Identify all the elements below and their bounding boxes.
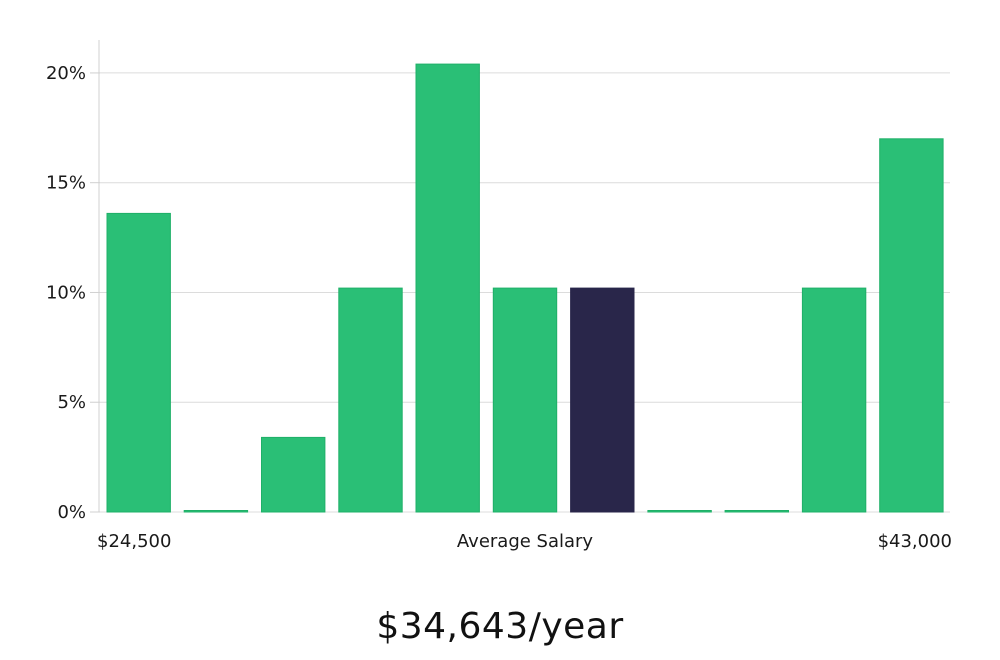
bar-10 bbox=[879, 138, 944, 513]
average-salary-value: $34,643/year bbox=[376, 606, 624, 647]
y-tick-labels: 0% 5% 10% 15% 20% bbox=[46, 63, 86, 523]
bars bbox=[106, 63, 944, 513]
bar-0 bbox=[106, 212, 171, 513]
bar-2 bbox=[261, 436, 326, 513]
x-center-label: Average Salary bbox=[457, 531, 594, 552]
bar-1 bbox=[183, 510, 249, 513]
bar-4 bbox=[415, 63, 480, 513]
bar-9 bbox=[801, 287, 867, 513]
y-tick-label-4: 20% bbox=[46, 63, 86, 84]
y-tick-label-1: 5% bbox=[57, 392, 86, 413]
y-tick-label-3: 15% bbox=[46, 173, 86, 194]
bar-7 bbox=[647, 510, 712, 513]
y-tick-label-0: 0% bbox=[57, 502, 86, 523]
x-min-label: $24,500 bbox=[97, 531, 171, 552]
salary-histogram: 0% 5% 10% 15% 20% $24,500 Average Salary $43… bbox=[46, 40, 952, 552]
bar-highlighted-6 bbox=[570, 287, 635, 513]
x-max-label: $43,000 bbox=[878, 531, 952, 552]
y-tick-label-2: 10% bbox=[46, 282, 86, 303]
bar-3 bbox=[338, 287, 403, 513]
bar-8 bbox=[724, 510, 789, 513]
bar-5 bbox=[492, 287, 558, 513]
